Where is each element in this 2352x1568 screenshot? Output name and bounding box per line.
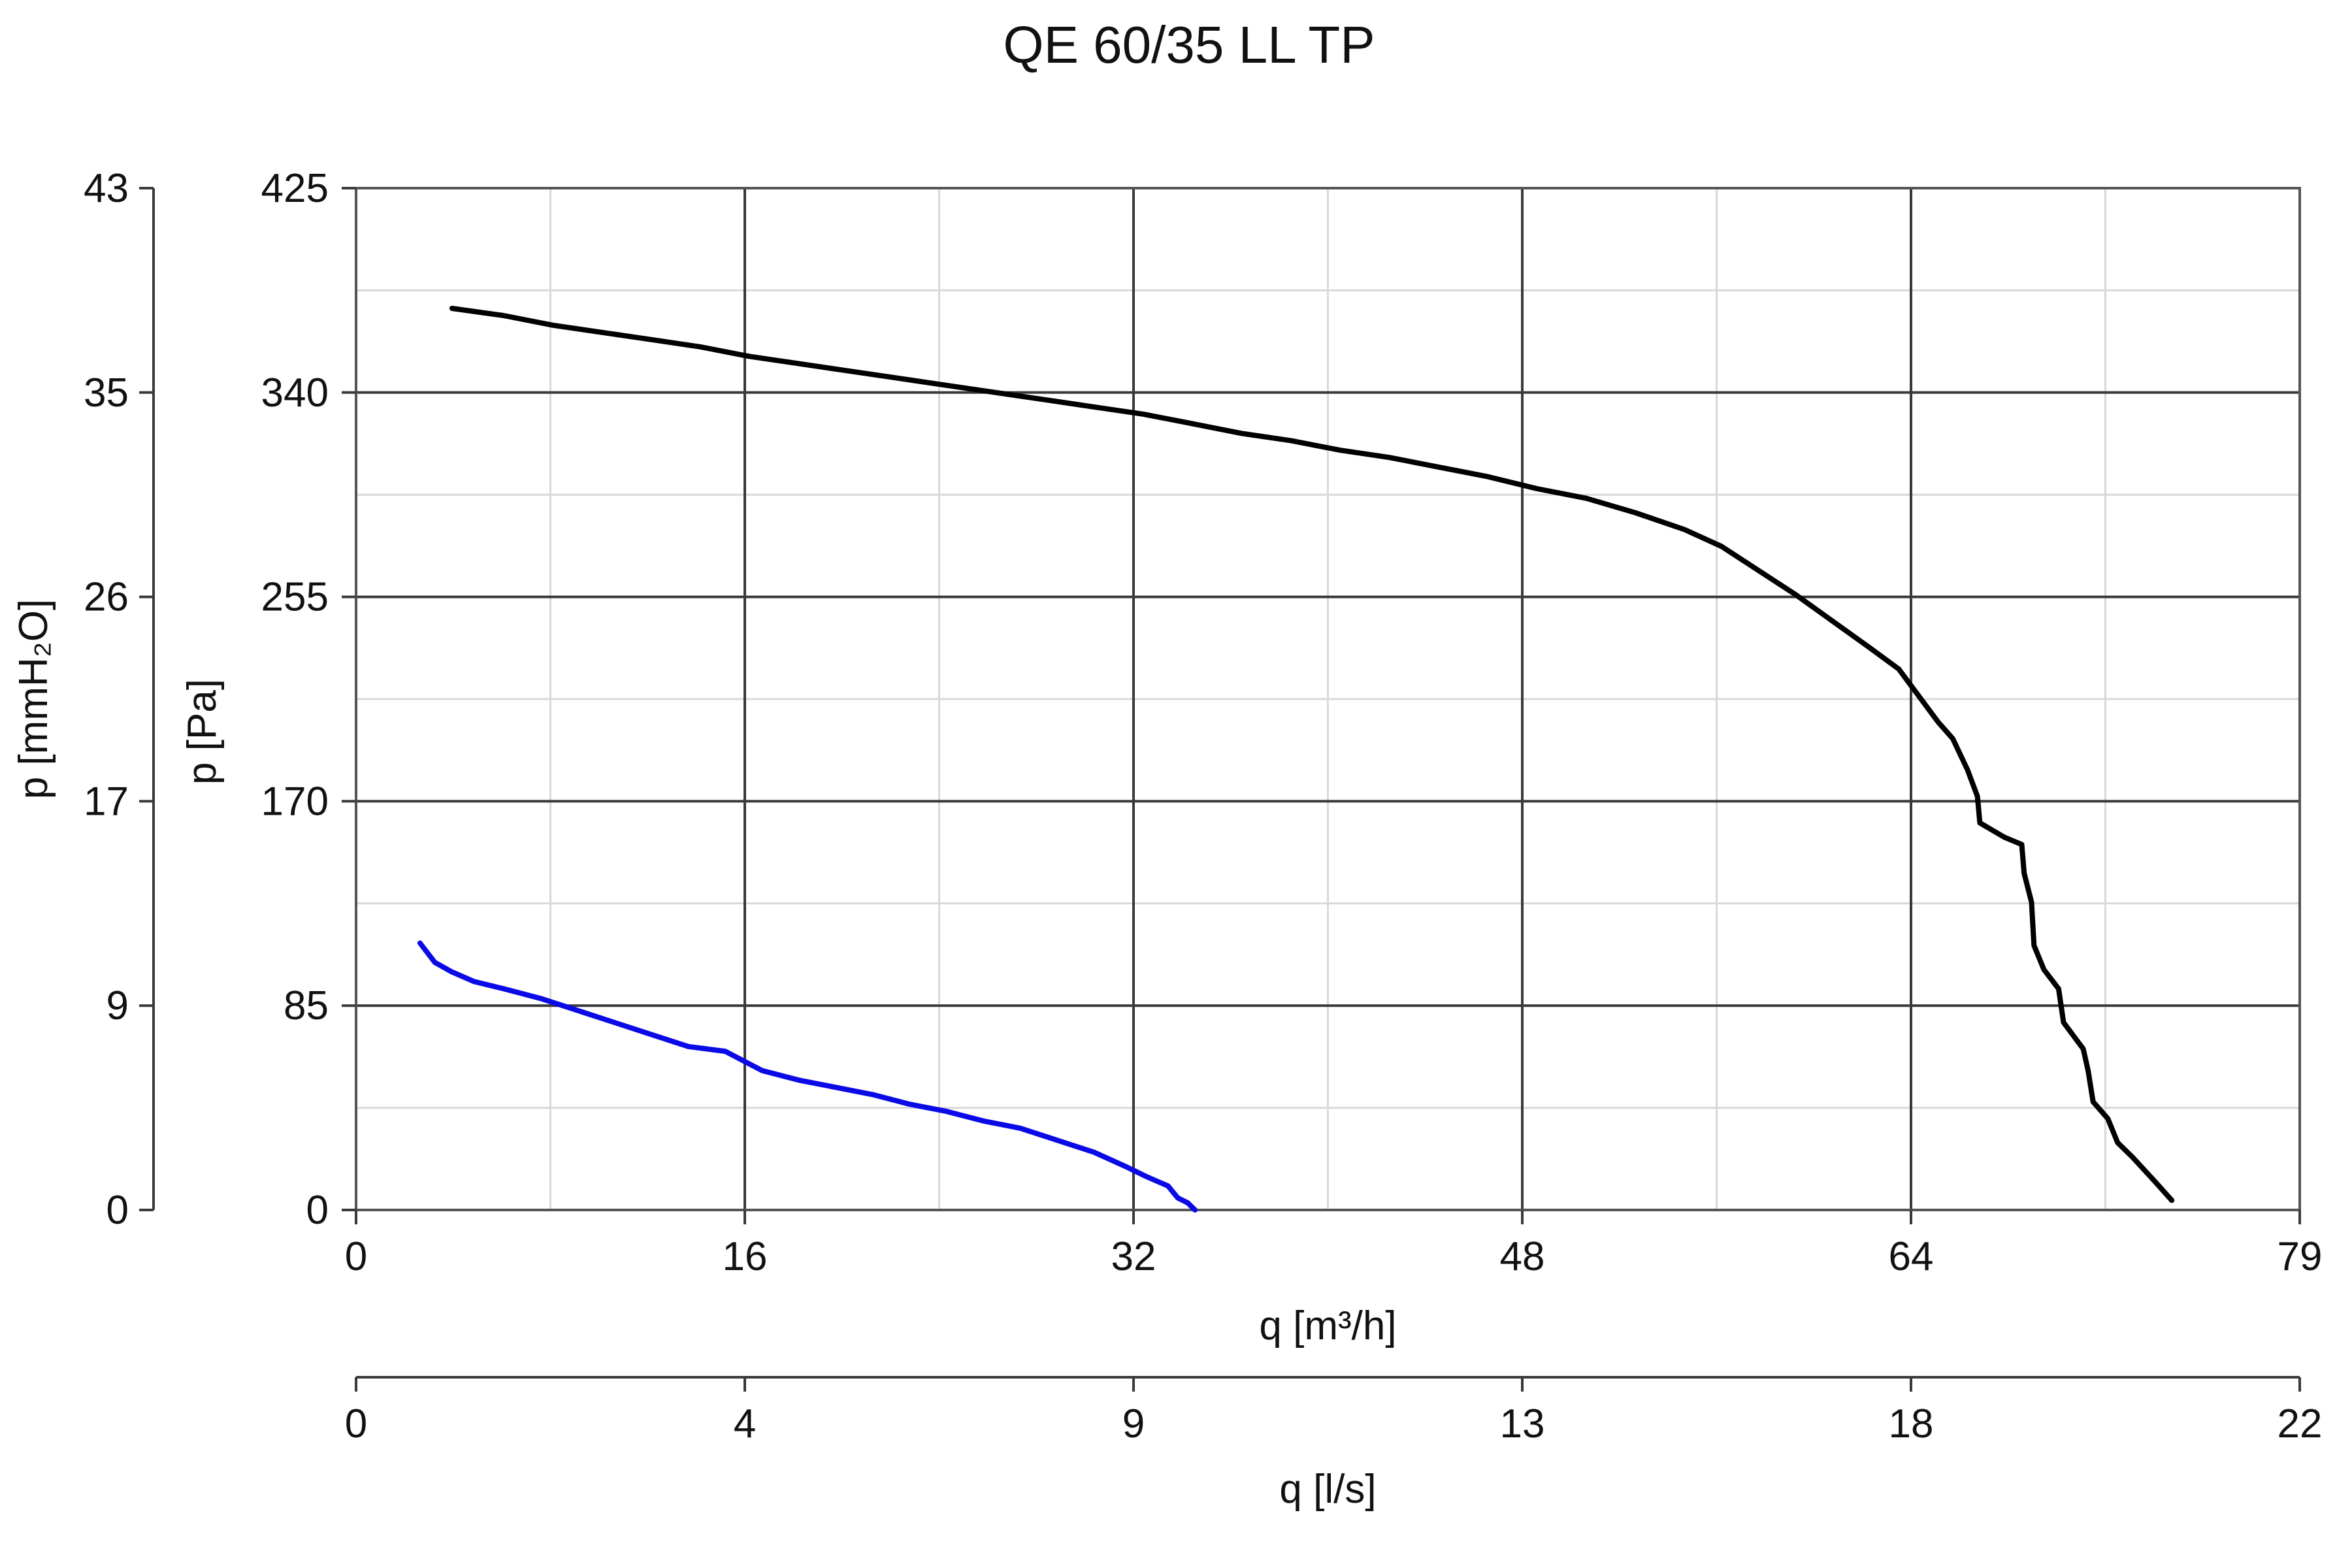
secondary-x-axis: 0 4 9 13 18 22 xyxy=(345,1376,2323,1446)
y-axis-label: p [Pa] xyxy=(180,679,225,785)
x-tick-label: 48 xyxy=(1500,1234,1545,1279)
series-line-2 xyxy=(417,940,1198,1213)
series-layer xyxy=(417,306,2175,1213)
y-axis-ticks: 0 85 170 255 340 425 xyxy=(261,166,356,1233)
secondary-x-tick-label: 13 xyxy=(1500,1401,1545,1446)
secondary-x-tick-label: 4 xyxy=(734,1401,756,1446)
y-tick-label: 85 xyxy=(284,983,329,1028)
x-tick-label: 32 xyxy=(1111,1234,1156,1279)
secondary-y-axis: 0 9 17 26 35 43 xyxy=(84,166,155,1233)
secondary-y-tick-label: 35 xyxy=(84,370,129,416)
y-tick-label: 255 xyxy=(261,575,329,620)
y-tick-label: 340 xyxy=(261,370,329,416)
minor-grid xyxy=(356,188,2300,1210)
secondary-y-tick-label: 43 xyxy=(84,166,129,211)
y-tick-label: 170 xyxy=(261,779,329,824)
x-tick-label: 79 xyxy=(2278,1234,2323,1279)
x-tick-label: 64 xyxy=(1889,1234,1934,1279)
secondary-y-tick-label: 17 xyxy=(84,779,129,824)
secondary-x-tick-label: 0 xyxy=(345,1401,367,1446)
x-tick-label: 0 xyxy=(345,1234,367,1279)
secondary-y-tick-label: 0 xyxy=(106,1188,129,1233)
secondary-x-tick-label: 18 xyxy=(1889,1401,1934,1446)
secondary-x-tick-label: 9 xyxy=(1122,1401,1145,1446)
secondary-x-axis-label: q [l/s] xyxy=(1279,1467,1376,1512)
secondary-y-axis-label: p [mmH₂O] xyxy=(11,599,56,800)
secondary-y-tick-label: 9 xyxy=(106,983,129,1028)
major-grid xyxy=(356,188,2300,1210)
x-tick-label: 16 xyxy=(723,1234,768,1279)
chart-title: QE 60/35 LL TP xyxy=(1003,16,1375,74)
y-tick-label: 425 xyxy=(261,166,329,211)
secondary-x-tick-label: 22 xyxy=(2278,1401,2323,1446)
y-tick-label: 0 xyxy=(306,1188,329,1233)
x-axis-ticks: 0 16 32 48 64 79 xyxy=(345,1210,2323,1279)
plot-frame xyxy=(355,187,2301,1211)
secondary-y-tick-label: 26 xyxy=(84,575,129,620)
x-axis-label: q [m³/h] xyxy=(1259,1303,1396,1348)
series-line-1 xyxy=(449,306,2175,1203)
